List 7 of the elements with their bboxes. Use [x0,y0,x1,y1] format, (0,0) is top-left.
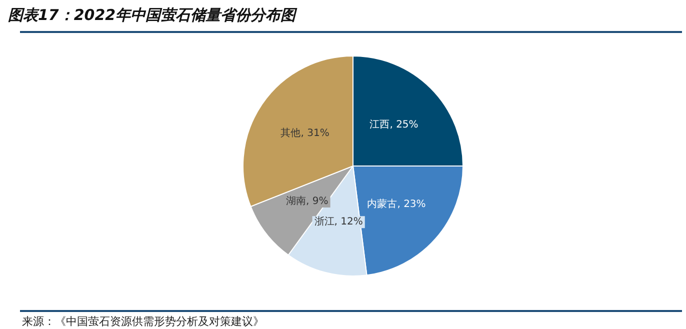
slice-label: 内蒙古, 23% [367,198,426,210]
slice-label: 湖南, 9% [286,195,328,208]
slice-label: 其他, 31% [280,126,330,139]
source-note: 来源：《中国萤石资源供需形势分析及对策建议》 [22,314,264,329]
slice-label: 江西, 25% [370,118,418,130]
slice-label: 浙江, 12% [314,216,363,228]
chart-title: 图表17：2022年中国萤石储量省份分布图 [8,6,296,25]
